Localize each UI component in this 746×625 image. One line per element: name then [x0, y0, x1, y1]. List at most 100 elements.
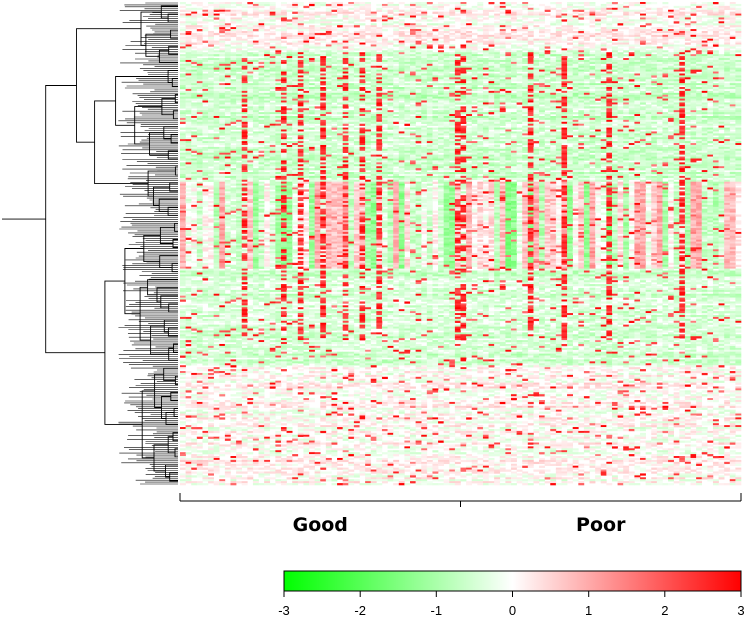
heatmap-cell	[415, 73, 422, 76]
heatmap-cell	[415, 106, 422, 109]
heatmap-cell	[359, 102, 366, 105]
heatmap-cell	[443, 13, 450, 16]
heatmap-cell	[712, 15, 719, 18]
heatmap-cell	[516, 77, 523, 80]
heatmap-cell	[550, 104, 557, 107]
heatmap-cell	[572, 34, 579, 38]
heatmap-cell	[611, 96, 618, 99]
heatmap-cell	[477, 7, 484, 11]
heatmap-cell	[443, 21, 450, 24]
heatmap-cell	[213, 7, 220, 11]
heatmap-cell	[673, 69, 680, 72]
heatmap-cell	[241, 59, 248, 63]
heatmap-cell	[398, 42, 405, 45]
heatmap-cell	[426, 19, 433, 22]
heatmap-cell	[595, 17, 602, 20]
heatmap-cell	[381, 106, 388, 109]
heatmap-cell	[634, 29, 641, 32]
heatmap-cell	[662, 92, 669, 96]
heatmap-cell	[196, 21, 203, 24]
heatmap-cell	[505, 85, 512, 88]
heatmap-cell	[656, 59, 663, 63]
heatmap-cell	[381, 25, 388, 28]
heatmap-cell	[196, 52, 203, 55]
heatmap-cell	[404, 98, 411, 101]
heatmap-cell	[258, 83, 265, 86]
heatmap-cell	[432, 65, 439, 68]
heatmap-cell	[438, 106, 444, 109]
heatmap-cell	[365, 75, 372, 78]
heatmap-cell	[410, 100, 416, 103]
heatmap-cell	[684, 85, 691, 88]
heatmap-cell	[387, 21, 394, 24]
heatmap-cell	[264, 48, 271, 51]
heatmap-cell	[735, 48, 742, 51]
heatmap-cell	[348, 56, 355, 59]
heatmap-cell	[707, 92, 714, 96]
heatmap-cell	[640, 90, 646, 94]
heatmap-cell	[292, 5, 299, 9]
heatmap-cell	[488, 36, 495, 40]
heatmap-cell	[415, 42, 422, 45]
heatmap-cell	[595, 87, 602, 90]
heatmap-cell	[460, 13, 467, 16]
heatmap-cell	[286, 94, 293, 97]
heatmap-cell	[623, 7, 630, 11]
heatmap-cell	[539, 59, 545, 63]
heatmap-cell	[544, 98, 551, 101]
heatmap-cell	[421, 67, 428, 70]
heatmap-cell	[466, 11, 473, 14]
heatmap-cell	[578, 104, 585, 107]
heatmap-cell	[645, 30, 652, 34]
heatmap-cell	[258, 87, 265, 90]
heatmap-cell	[303, 46, 310, 49]
heatmap-cell	[415, 48, 422, 51]
heatmap-cell	[662, 38, 669, 41]
heatmap-cell	[477, 110, 484, 113]
heatmap-cell	[679, 59, 686, 63]
heatmap-cell	[410, 52, 416, 55]
heatmap-cell	[628, 98, 635, 101]
heatmap-cell	[662, 27, 669, 30]
heatmap-cell	[280, 2, 287, 5]
heatmap-cell	[527, 104, 534, 107]
heatmap-cell	[309, 90, 315, 94]
heatmap-cell	[729, 108, 736, 111]
heatmap-cell	[712, 75, 719, 78]
heatmap-cell	[275, 36, 282, 40]
heatmap-cell	[241, 98, 248, 101]
heatmap-cell	[432, 34, 439, 38]
heatmap-cell	[645, 15, 652, 18]
heatmap-cell	[701, 102, 708, 105]
heatmap-cell	[303, 73, 310, 76]
heatmap-cell	[303, 54, 310, 57]
heatmap-cell	[539, 106, 545, 109]
heatmap-cell	[387, 67, 394, 70]
heatmap-cell	[191, 65, 198, 68]
heatmap-cell	[539, 58, 545, 61]
heatmap-cell	[202, 98, 209, 101]
heatmap-cell	[634, 88, 641, 92]
heatmap-cell	[398, 69, 405, 72]
heatmap-cell	[729, 58, 736, 61]
heatmap-cell	[668, 34, 674, 38]
heatmap-cell	[342, 54, 349, 57]
heatmap-cell	[578, 65, 585, 68]
heatmap-cell	[701, 63, 708, 67]
heatmap-cell	[494, 90, 501, 94]
heatmap-cell	[286, 81, 293, 84]
heatmap-cell	[578, 94, 585, 97]
heatmap-cell	[477, 69, 484, 72]
heatmap-cell	[320, 96, 327, 99]
heatmap-cell	[673, 108, 680, 111]
heatmap-cell	[668, 83, 674, 86]
heatmap-cell	[252, 79, 259, 82]
heatmap-cell	[550, 67, 557, 70]
heatmap-cell	[258, 21, 265, 24]
heatmap-cell	[583, 52, 590, 55]
dendrogram-branch	[153, 444, 169, 472]
heatmap-cell	[460, 79, 467, 82]
heatmap-cell	[533, 40, 540, 43]
heatmap-cell	[589, 100, 596, 103]
heatmap-cell	[404, 110, 411, 113]
